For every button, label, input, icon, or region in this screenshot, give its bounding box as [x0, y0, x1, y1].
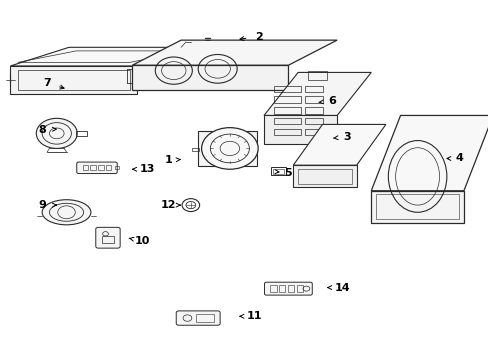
- Polygon shape: [198, 131, 256, 166]
- Bar: [273, 129, 300, 135]
- Polygon shape: [264, 72, 370, 116]
- Bar: [270, 285, 276, 292]
- Polygon shape: [370, 191, 463, 223]
- Bar: [272, 168, 284, 174]
- Polygon shape: [293, 125, 385, 165]
- Text: 9: 9: [38, 200, 46, 210]
- Text: 6: 6: [327, 96, 336, 106]
- Polygon shape: [370, 116, 488, 191]
- Bar: [273, 118, 300, 125]
- FancyBboxPatch shape: [264, 282, 312, 295]
- Polygon shape: [132, 65, 288, 90]
- Bar: [192, 148, 199, 151]
- Text: 5: 5: [284, 168, 292, 178]
- Bar: [305, 107, 322, 114]
- Bar: [307, 71, 327, 80]
- Bar: [271, 167, 285, 175]
- Bar: [273, 86, 300, 92]
- Bar: [76, 131, 87, 135]
- FancyBboxPatch shape: [96, 227, 120, 248]
- Bar: [305, 96, 322, 103]
- Bar: [82, 165, 88, 170]
- Polygon shape: [10, 66, 137, 94]
- Text: 10: 10: [134, 236, 149, 246]
- Bar: [305, 86, 322, 92]
- Bar: [273, 96, 300, 103]
- Polygon shape: [293, 165, 356, 187]
- Ellipse shape: [42, 200, 91, 225]
- Polygon shape: [264, 116, 336, 144]
- Text: 11: 11: [246, 311, 262, 321]
- Bar: [279, 285, 285, 292]
- Text: 4: 4: [454, 153, 462, 163]
- Bar: [90, 165, 96, 170]
- Text: 1: 1: [165, 155, 172, 165]
- Bar: [305, 129, 322, 135]
- Bar: [273, 107, 300, 114]
- Polygon shape: [10, 47, 195, 66]
- Text: 8: 8: [38, 125, 46, 135]
- Text: 7: 7: [43, 78, 51, 88]
- FancyBboxPatch shape: [77, 162, 117, 174]
- Bar: [296, 285, 303, 292]
- Polygon shape: [132, 40, 336, 65]
- Text: 14: 14: [333, 283, 349, 293]
- Bar: [195, 315, 214, 321]
- Text: 3: 3: [343, 132, 350, 142]
- Bar: [102, 235, 114, 243]
- Bar: [98, 165, 103, 170]
- Bar: [305, 118, 322, 125]
- Circle shape: [36, 118, 77, 148]
- Bar: [115, 166, 119, 169]
- FancyBboxPatch shape: [176, 311, 220, 325]
- Text: 12: 12: [161, 200, 176, 210]
- Text: 13: 13: [139, 164, 154, 174]
- Text: 2: 2: [255, 32, 263, 41]
- Bar: [287, 285, 294, 292]
- Bar: [106, 165, 111, 170]
- Circle shape: [201, 128, 258, 169]
